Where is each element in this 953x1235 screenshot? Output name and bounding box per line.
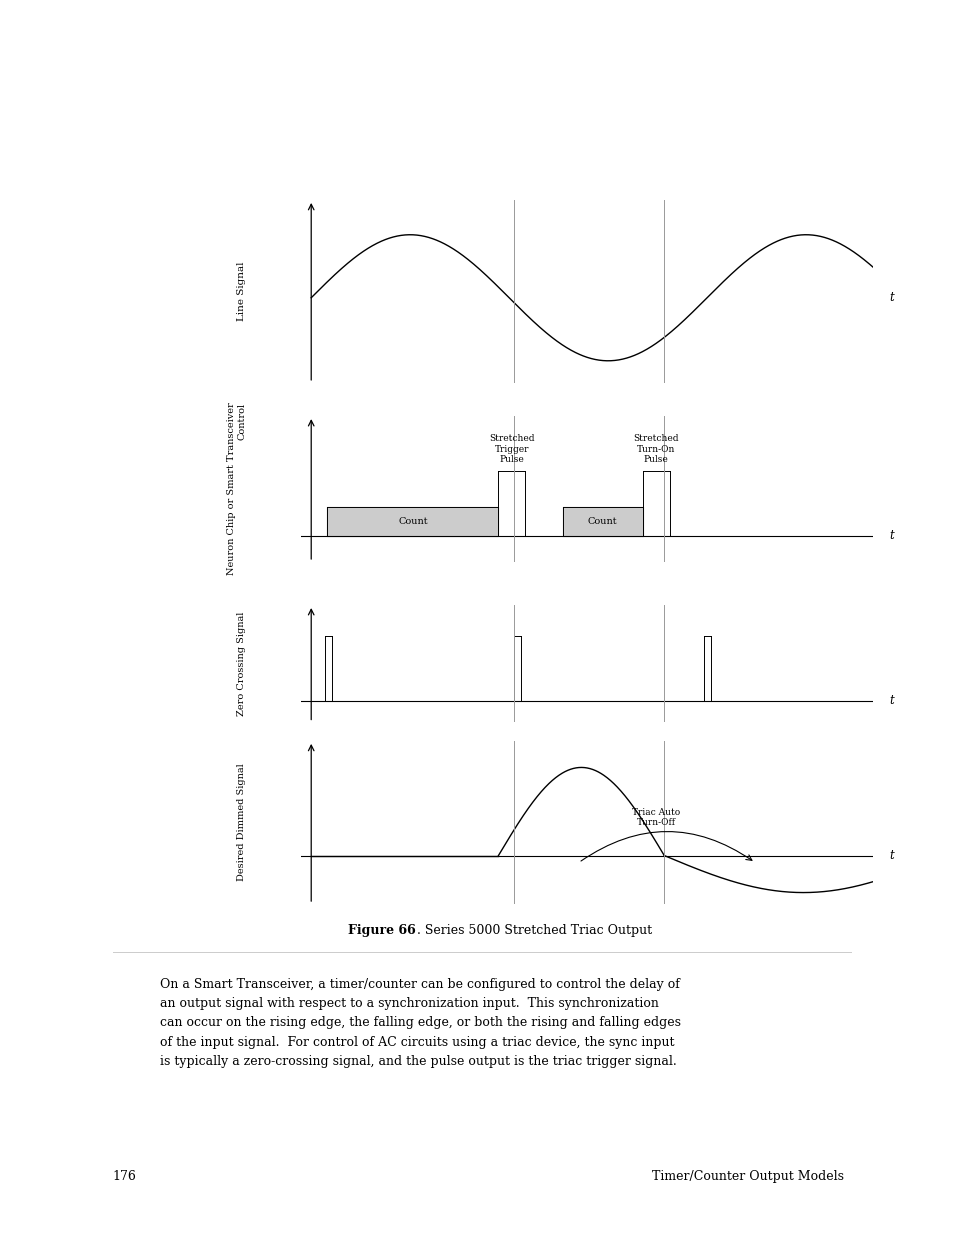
Text: an output signal with respect to a synchronization input.  This synchronization: an output signal with respect to a synch… [160,998,659,1010]
Text: On a Smart Transceiver, a timer/counter can be configured to control the delay o: On a Smart Transceiver, a timer/counter … [160,978,679,992]
Text: Zero Crossing Signal: Zero Crossing Signal [237,611,246,716]
Text: t: t [888,291,893,304]
Text: Stretched
Turn-On
Pulse: Stretched Turn-On Pulse [633,435,679,464]
Text: . Series 5000 Stretched Triac Output: . Series 5000 Stretched Triac Output [416,924,651,937]
Text: Count: Count [587,516,617,526]
Text: Figure 66: Figure 66 [348,924,416,937]
Text: Desired Dimmed Signal: Desired Dimmed Signal [237,763,246,882]
Text: t: t [888,530,893,542]
Text: can occur on the rising edge, the falling edge, or both the rising and falling e: can occur on the rising edge, the fallin… [160,1016,680,1030]
Text: 176: 176 [112,1170,136,1183]
Text: is typically a zero-crossing signal, and the pulse output is the triac trigger s: is typically a zero-crossing signal, and… [160,1055,677,1068]
Text: t: t [888,848,893,862]
Text: Stretched
Trigger
Pulse: Stretched Trigger Pulse [489,435,534,464]
Text: Timer/Counter Output Models: Timer/Counter Output Models [652,1170,843,1183]
Text: Triac Auto
Turn-Off: Triac Auto Turn-Off [632,808,679,827]
Text: of the input signal.  For control of AC circuits using a triac device, the sync : of the input signal. For control of AC c… [160,1035,674,1049]
Text: Count: Count [397,516,427,526]
Text: Line Signal: Line Signal [237,262,246,321]
Text: t: t [888,694,893,708]
Text: Neuron Chip or Smart Transceiver
Control: Neuron Chip or Smart Transceiver Control [227,403,246,576]
